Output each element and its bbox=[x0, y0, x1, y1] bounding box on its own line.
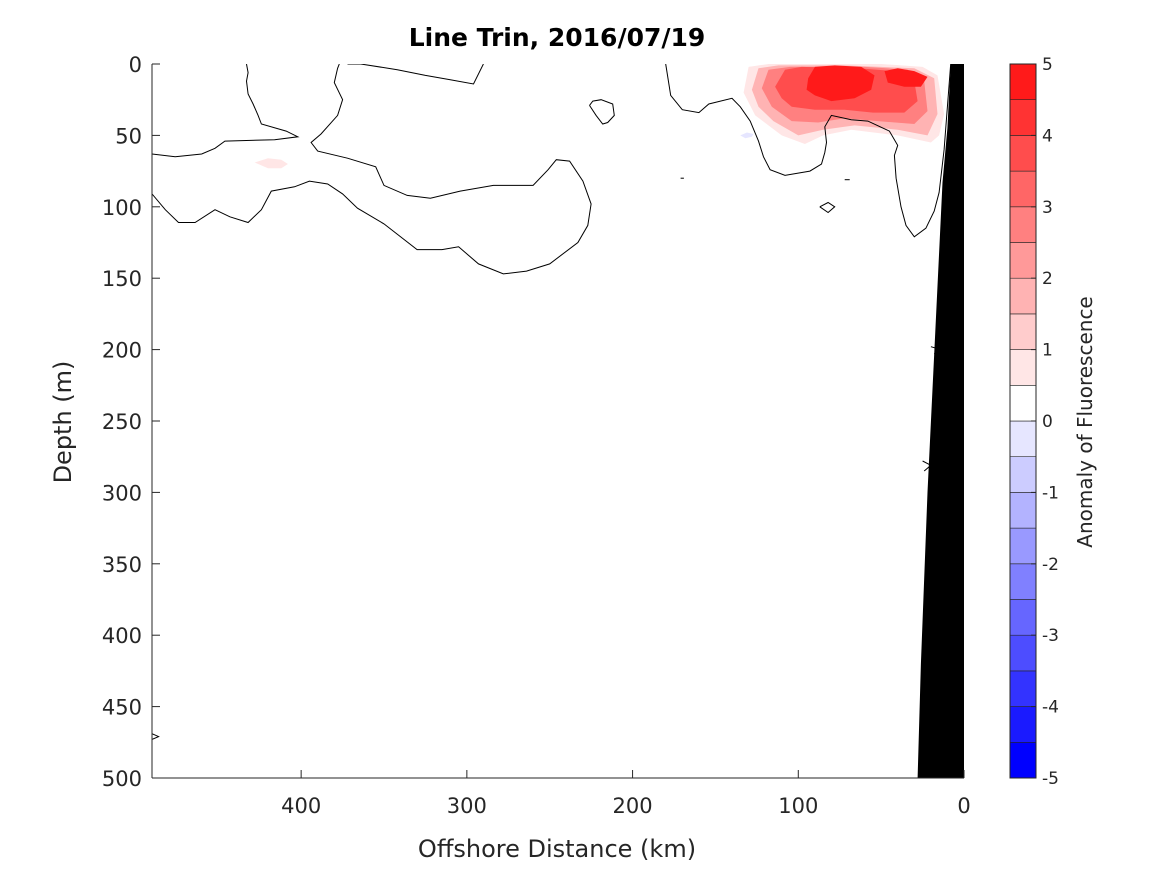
colorbar-swatch bbox=[1009, 170, 1037, 208]
zero-contour-10 bbox=[152, 733, 160, 740]
colorbar-tick-label: -1 bbox=[1042, 483, 1059, 503]
colorbar-tick-label: -4 bbox=[1042, 698, 1059, 718]
colorbar-tick-label: 0 bbox=[1042, 412, 1053, 432]
colorbar-swatch bbox=[1009, 706, 1037, 743]
zero-contour-4 bbox=[665, 64, 952, 238]
colorbar-tick-label: 2 bbox=[1042, 269, 1053, 289]
x-tick-label: 100 bbox=[778, 794, 818, 818]
x-tick-label: 400 bbox=[281, 794, 321, 818]
anomaly-band-5 bbox=[884, 68, 928, 87]
zero-contour-3 bbox=[589, 99, 615, 125]
axes: 400 300 200 100 0 0 50 100 150 200 250 300 350 400 450… bbox=[102, 53, 971, 818]
plot-background bbox=[152, 64, 964, 778]
y-tick-label: 0 bbox=[129, 53, 142, 77]
colorbar-tick-label: -2 bbox=[1042, 555, 1059, 575]
x-tick-label: 300 bbox=[447, 794, 487, 818]
zero-contour-0 bbox=[152, 64, 300, 158]
colorbar-swatch bbox=[1009, 206, 1037, 243]
colorbar-swatch bbox=[1009, 63, 1037, 101]
y-tick-label: 300 bbox=[102, 481, 142, 505]
y-tick-label: 450 bbox=[102, 696, 142, 720]
y-tick-label: 150 bbox=[102, 267, 142, 291]
y-axis-label: Depth (m) bbox=[49, 361, 77, 484]
small-anomaly-0 bbox=[254, 158, 288, 169]
colorbar-swatch bbox=[1009, 599, 1037, 636]
colorbar: 5 4 3 2 1 0 -1 -2 -3 -4 -5 bbox=[1009, 55, 1059, 789]
x-tick-label: 200 bbox=[613, 794, 653, 818]
y-tick-label: 50 bbox=[115, 124, 142, 148]
zero-contour-7 bbox=[819, 201, 836, 214]
contour-plot-area bbox=[152, 64, 964, 778]
small-anomaly-1 bbox=[740, 132, 754, 139]
zero-contour-2 bbox=[347, 64, 484, 85]
colorbar-tick-label: 1 bbox=[1042, 341, 1053, 361]
colorbar-swatch bbox=[1009, 634, 1037, 672]
colorbar-tick-label: -3 bbox=[1042, 626, 1059, 646]
chart-title: Line Trin, 2016/07/19 bbox=[409, 23, 706, 52]
y-tick-label: 250 bbox=[102, 410, 142, 434]
colorbar-swatch bbox=[1009, 527, 1037, 565]
colorbar-swatch bbox=[1009, 135, 1037, 172]
x-tick-label: 0 bbox=[957, 794, 970, 818]
colorbar-swatch bbox=[1009, 420, 1037, 458]
colorbar-swatch bbox=[1009, 741, 1037, 779]
zero-contour-1 bbox=[152, 64, 592, 275]
anomaly-band-4 bbox=[806, 65, 875, 102]
colorbar-swatch bbox=[1009, 99, 1037, 136]
y-tick-label: 350 bbox=[102, 553, 142, 577]
colorbar-swatch bbox=[1009, 277, 1037, 315]
colorbar-tick-label: -5 bbox=[1042, 769, 1059, 789]
colorbar-swatch bbox=[1009, 456, 1037, 493]
y-tick-label: 200 bbox=[102, 339, 142, 363]
colorbar-swatch bbox=[1009, 384, 1037, 422]
colorbar-tick-label: 3 bbox=[1042, 198, 1053, 218]
colorbar-swatch bbox=[1009, 563, 1037, 600]
colorbar-swatch bbox=[1009, 313, 1037, 350]
y-tick-label: 400 bbox=[102, 624, 142, 648]
y-tick-label: 500 bbox=[102, 767, 142, 791]
colorbar-tick-label: 4 bbox=[1042, 126, 1053, 146]
colorbar-swatch bbox=[1009, 492, 1037, 529]
colorbar-swatch bbox=[1009, 349, 1037, 386]
colorbar-label: Anomaly of Fluorescence bbox=[1073, 296, 1097, 547]
colorbar-swatch bbox=[1009, 670, 1037, 707]
colorbar-swatch bbox=[1009, 242, 1037, 279]
colorbar-tick-label: 5 bbox=[1042, 55, 1053, 75]
x-axis-label: Offshore Distance (km) bbox=[418, 835, 696, 863]
bathymetry-shelf bbox=[917, 64, 964, 778]
y-tick-label: 100 bbox=[102, 196, 142, 220]
